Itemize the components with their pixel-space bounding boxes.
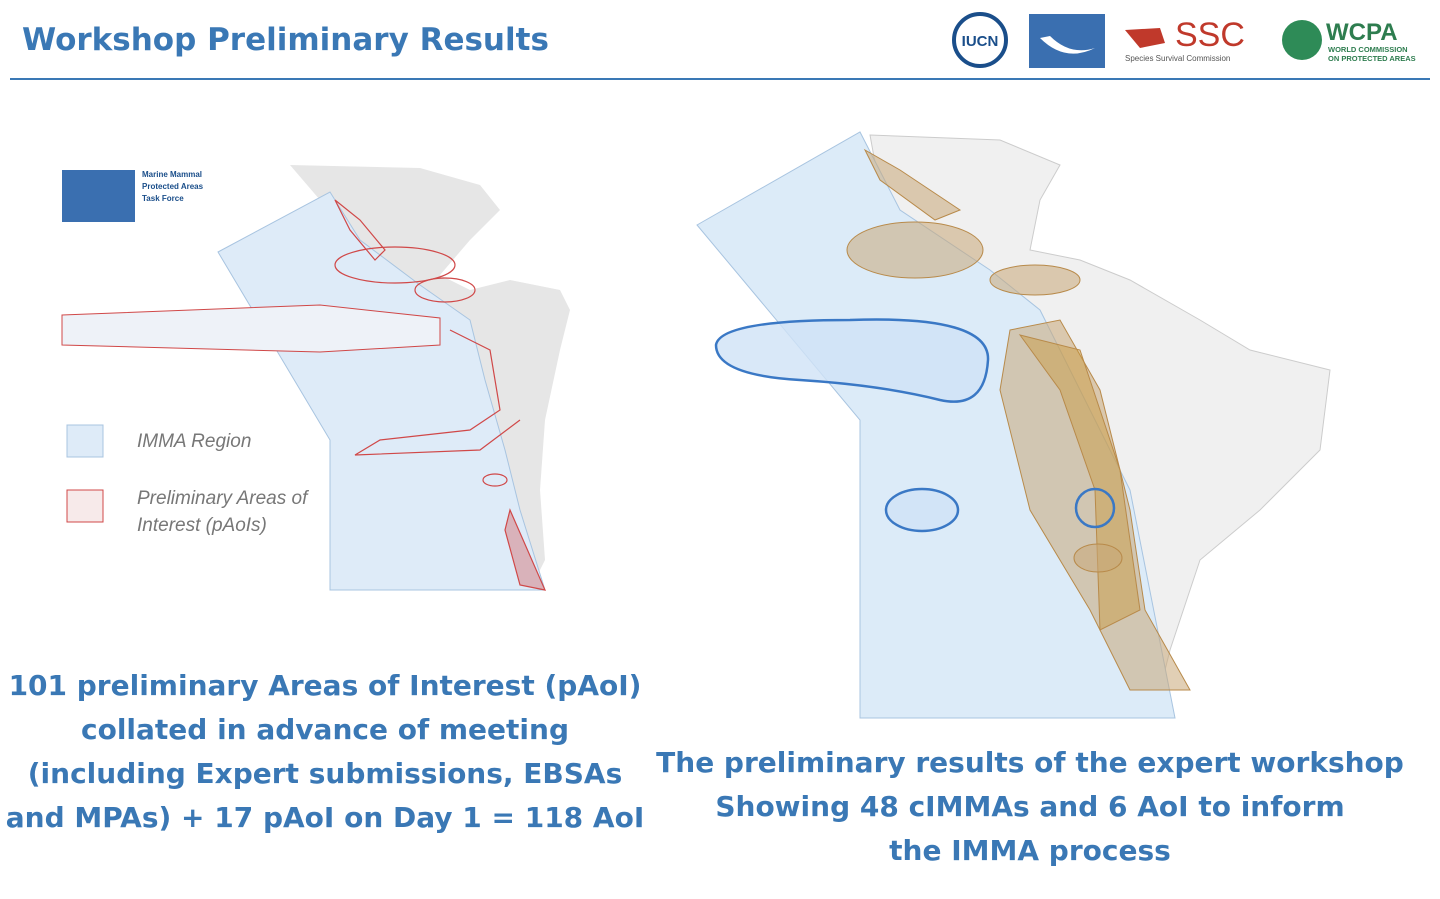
whale-icon [1040,36,1095,54]
wcpa-logo: WCPA [1326,19,1398,46]
caption-line: collated in advance of meeting [80,713,569,746]
legend-label-line: Preliminary Areas of [137,488,308,509]
legend-label: Preliminary Areas of Interest (pAoIs) [137,485,307,539]
badge-text: Protected Areas [142,182,204,191]
right-caption: The preliminary results of the expert wo… [650,741,1410,873]
caption-line: Showing 48 cIMMAs and 6 AoI to inform [715,790,1345,823]
ssc-subtitle: Species Survival Commission [1125,54,1230,63]
badge-text: Task Force [142,194,184,203]
caption-line: the IMMA process [889,834,1171,867]
caption-line: (including Expert submissions, EBSAs [27,757,623,790]
ssc-logo: SSC [1175,16,1245,54]
title-rule [10,78,1430,80]
left-paoi-group [334,199,547,591]
legend-swatch [66,489,104,523]
right-aoi-group [714,318,1116,533]
badge-text: Marine Mammal [142,170,202,179]
caption-line: and MPAs) + 17 pAoI on Day 1 = 118 AoI [5,801,645,834]
left-paoi [61,304,441,353]
maps: Marine Mammal Protected Areas Task Force [61,131,1331,719]
wcpa-icon [1282,20,1322,60]
slide-title: Workshop Preliminary Results [22,22,549,58]
legend-swatch [66,424,104,458]
left-imma-region [217,191,546,591]
caption-line: 101 preliminary Areas of Interest (pAoI) [8,669,642,702]
mmpa-logo [1029,14,1105,68]
ssc-icon [1125,28,1165,48]
logos: IUCN SSC Species Survival Commission WCP… [952,12,1416,68]
right-cimma-group [846,148,1191,691]
legend-label: IMMA Region [137,431,252,452]
caption-line: The preliminary results of the expert wo… [656,746,1404,779]
iucn-ring [952,12,1008,68]
left-caption: 101 preliminary Areas of Interest (pAoI)… [0,664,650,840]
wcpa-subtitle: ON PROTECTED AREAS [1328,54,1416,63]
badge-logo [62,170,135,222]
iucn-logo: IUCN [962,33,999,50]
legend-label-line: Interest (pAoIs) [137,515,267,536]
wcpa-subtitle: WORLD COMMISSION [1328,45,1408,54]
